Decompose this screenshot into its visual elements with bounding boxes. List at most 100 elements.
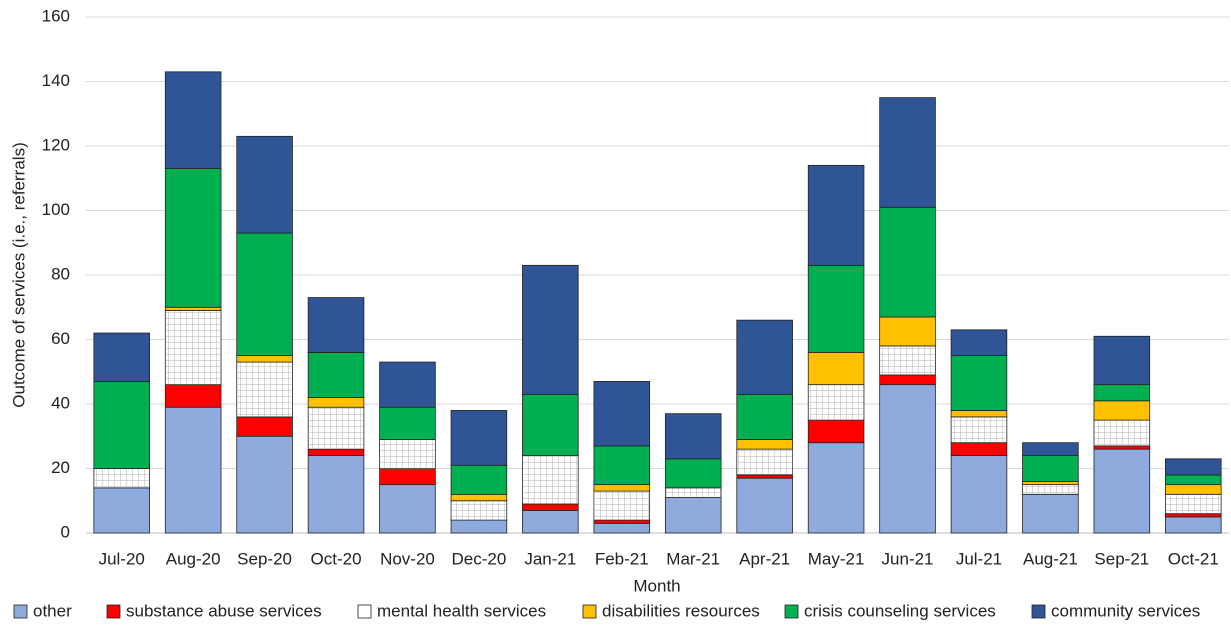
x-tick-label: Jul-20 [99, 549, 145, 568]
y-axis-title: Outcome of services (i.e., referrals) [9, 142, 28, 407]
bar-segment [236, 416, 293, 437]
x-tick-label: Apr-21 [739, 549, 790, 568]
x-tick-label: Oct-20 [311, 549, 362, 568]
legend-label: other [33, 601, 72, 620]
bar-segment [1165, 474, 1222, 486]
bar-pattern [1165, 494, 1222, 514]
y-tick-label: 80 [51, 264, 70, 283]
legend-swatch [357, 604, 372, 619]
legend-label: substance abuse services [126, 601, 322, 620]
bar-segment [164, 168, 222, 308]
bar-pattern [1093, 420, 1150, 446]
legend-label: community services [1051, 601, 1200, 620]
bar-segment [450, 464, 508, 495]
bar-pattern [736, 449, 793, 475]
y-tick-label: 20 [51, 458, 70, 477]
bar-pattern [522, 455, 579, 504]
legend-swatch [582, 604, 597, 619]
bar-segment [950, 455, 1008, 534]
bar-segment [450, 410, 508, 466]
bar-segment [1165, 484, 1222, 495]
y-tick-label: 40 [51, 393, 70, 412]
y-tick-label: 120 [42, 135, 70, 154]
bar-pattern [165, 310, 222, 385]
bar-segment [307, 397, 365, 408]
bar-segment [1093, 400, 1151, 421]
bar-segment [379, 484, 436, 534]
bar-segment [807, 164, 865, 266]
bar-segment [379, 468, 436, 486]
bar-segment [93, 381, 150, 469]
bar-pattern [93, 468, 150, 488]
bar-segment [664, 413, 722, 460]
bar-segment [164, 384, 222, 408]
bar-segment [736, 477, 793, 534]
bar-segment [236, 135, 293, 234]
bar-segment [379, 361, 436, 408]
bar-segment [307, 351, 365, 398]
bar-segment [307, 297, 365, 353]
bar-segment [307, 448, 365, 456]
y-tick-label: 140 [42, 71, 70, 90]
x-tick-label: Sep-21 [1094, 549, 1149, 568]
y-tick-label: 60 [51, 329, 70, 348]
x-axis-title: Month [633, 576, 680, 595]
bar-segment [1165, 458, 1222, 476]
legend-swatch [106, 604, 121, 619]
y-tick-label: 160 [42, 6, 70, 25]
bar-segment [522, 503, 579, 511]
bar-pattern [236, 362, 293, 417]
bar-segment [164, 306, 222, 311]
bar-segment [450, 493, 508, 502]
bar-segment [736, 393, 793, 440]
bar-segment [950, 442, 1008, 457]
bar-pattern [808, 384, 864, 421]
bar-segment [593, 484, 651, 492]
bar-segment [1093, 384, 1151, 402]
bar-segment [522, 264, 579, 395]
bar-segment [879, 374, 936, 386]
bar-segment [950, 329, 1008, 357]
x-tick-label: Jan-21 [524, 549, 576, 568]
bar-segment [950, 410, 1008, 418]
x-tick-label: Jun-21 [882, 549, 934, 568]
bar-segment [1022, 455, 1079, 482]
bar-segment [522, 393, 579, 457]
bar-pattern [308, 407, 364, 450]
bar-segment [807, 442, 865, 534]
bar-segment [664, 497, 722, 534]
bar-segment [1022, 442, 1079, 457]
bar-segment [307, 455, 365, 534]
bar-segment [93, 332, 150, 382]
x-tick-label: Feb-21 [595, 549, 649, 568]
bar-pattern [879, 345, 936, 375]
bar-segment [879, 384, 936, 534]
bar-pattern [951, 416, 1007, 443]
legend-swatch [1031, 604, 1046, 619]
legend-label: mental health services [377, 601, 546, 620]
bar-pattern [451, 500, 507, 521]
legend-label: crisis counseling services [804, 601, 996, 620]
bar-segment [879, 206, 936, 318]
bar-pattern [379, 439, 436, 469]
bar-segment [593, 445, 651, 486]
x-tick-label: Aug-21 [1023, 549, 1078, 568]
bar-segment [593, 519, 651, 524]
x-tick-label: Sep-20 [237, 549, 292, 568]
bar-segment [236, 232, 293, 357]
bar-segment [1093, 445, 1151, 450]
x-tick-label: Mar-21 [666, 549, 720, 568]
x-tick-label: Nov-20 [380, 549, 435, 568]
bar-segment [807, 264, 865, 353]
bar-segment [1093, 335, 1151, 386]
x-tick-label: May-21 [808, 549, 865, 568]
bar-segment [950, 355, 1008, 411]
bar-segment [736, 319, 793, 395]
x-tick-label: Oct-21 [1168, 549, 1219, 568]
bar-segment [450, 519, 508, 534]
bar-segment [93, 487, 150, 534]
x-tick-label: Dec-20 [452, 549, 507, 568]
legend-swatch [13, 604, 28, 619]
bar-segment [236, 355, 293, 363]
